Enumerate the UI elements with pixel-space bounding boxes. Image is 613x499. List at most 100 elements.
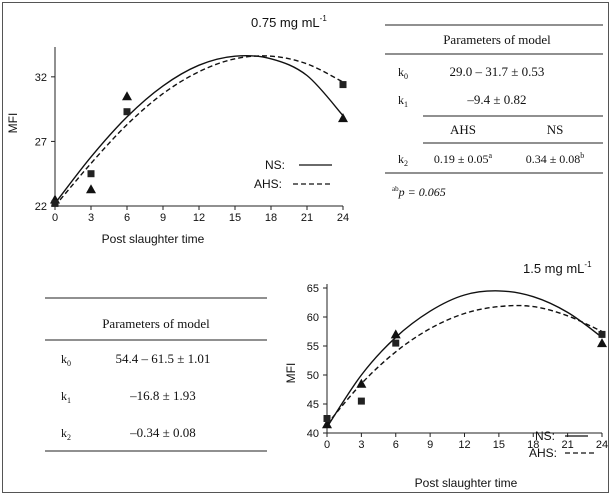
x-tick-label: 18 [527, 439, 539, 451]
x-tick-label: 6 [124, 212, 130, 224]
params-table-bottom: Parameters of model k0 54.4 – 61.5 ± 1.0… [45, 297, 267, 452]
y-tick-label: 65 [307, 283, 319, 295]
row-value-k0: 29.0 – 31.7 ± 0.53 [450, 64, 545, 79]
x-tick-label: 12 [458, 439, 470, 451]
row-sub: 0 [67, 359, 71, 368]
data-point-square [357, 397, 365, 405]
footnote: abp = 0.065 [392, 185, 446, 199]
data-point-square [87, 170, 95, 178]
x-tick-label: 3 [88, 212, 94, 224]
k2-ahs-value: 0.19 ± 0.05a [434, 151, 493, 166]
x-tick-label: 18 [265, 212, 277, 224]
row-label: k [398, 65, 404, 79]
y-tick-label: 40 [307, 428, 319, 440]
row-sub: 1 [67, 396, 71, 405]
footnote-text: p = 0.065 [398, 185, 446, 199]
x-tick-label: 12 [193, 212, 205, 224]
row-label-k2: k2 [61, 426, 71, 442]
data-point-triangle [338, 113, 348, 123]
series-curve [54, 55, 344, 207]
data-point-square [123, 108, 131, 116]
y-axis-label: MFI [284, 363, 298, 384]
row-value-k1: –9.4 ± 0.82 [466, 92, 526, 107]
y-tick-label: 32 [35, 72, 47, 84]
legend-label-ahs: AHS: [254, 177, 282, 191]
legend: NS: AHS: [529, 429, 594, 460]
data-point-triangle [322, 419, 332, 429]
value: 0.34 ± 0.08 [526, 152, 581, 166]
fitted-curves [54, 54, 344, 207]
chart-title-text: 0.75 mg mL [251, 15, 320, 30]
legend-label-ahs: AHS: [529, 446, 557, 460]
col-header-ns: NS [547, 122, 564, 137]
col-header-ahs: AHS [450, 122, 476, 137]
value: 0.19 ± 0.05 [434, 152, 489, 166]
data-point-square [598, 330, 606, 338]
data-point-square [51, 199, 59, 207]
series-curve [326, 304, 603, 425]
row-label: k [61, 426, 67, 440]
x-tick-label: 3 [358, 439, 364, 451]
x-tick-label: 21 [301, 212, 313, 224]
x-tick-label: 15 [493, 439, 505, 451]
row-label-k0: k0 [61, 352, 71, 368]
row-label-k1: k1 [398, 93, 408, 109]
x-tick-label: 0 [52, 212, 58, 224]
y-tick-label: 45 [307, 399, 319, 411]
row-sub: 0 [404, 72, 408, 81]
data-point-triangle [86, 184, 96, 194]
axes: 0 3 6 9 12 15 18 21 24 22 27 32 [35, 47, 349, 224]
data-point-triangle [122, 91, 132, 101]
params-table-top: Parameters of model k0 29.0 – 31.7 ± 0.5… [385, 24, 603, 199]
chart-title-sup: -1 [584, 260, 592, 269]
y-tick-label: 50 [307, 370, 319, 382]
row-label-k1: k1 [61, 389, 71, 405]
table-title: Parameters of model [102, 316, 210, 331]
row-label: k [61, 389, 67, 403]
series-curve [326, 290, 603, 428]
x-tick-label: 9 [160, 212, 166, 224]
data-point-triangle [597, 338, 607, 348]
footnote-sup: ab [392, 185, 399, 193]
data-points [322, 329, 607, 429]
row-value-k0: 54.4 – 61.5 ± 1.01 [116, 351, 211, 366]
legend: NS: AHS: [254, 158, 332, 191]
legend-label-ns: NS: [265, 158, 285, 172]
y-tick-label: 60 [307, 312, 319, 324]
chart-1-5: 1.5 mg mL-1 0 3 6 9 12 15 18 21 24 40 45 50 55 60 65 M… [284, 260, 608, 490]
y-tick-label: 22 [35, 201, 47, 213]
row-label: k [398, 93, 404, 107]
axes: 0 3 6 9 12 15 18 21 24 40 45 50 55 60 65 [307, 283, 608, 451]
data-point-square [392, 339, 400, 347]
x-tick-label: 6 [393, 439, 399, 451]
row-label: k [398, 152, 404, 166]
figure-frame: 0.75 mg mL-1 0 3 6 9 12 15 18 21 24 22 27 32 MFI Po… [2, 2, 609, 493]
data-point-triangle [390, 329, 401, 339]
data-point-triangle [356, 378, 367, 388]
x-tick-label: 15 [229, 212, 241, 224]
y-tick-label: 27 [35, 136, 47, 148]
row-label-k2: k2 [398, 152, 408, 168]
data-points [50, 81, 348, 207]
x-axis-label: Post slaughter time [102, 232, 205, 246]
chart-title-text: 1.5 mg mL [523, 261, 584, 276]
data-point-square [323, 415, 331, 422]
chart-title-sup: -1 [320, 14, 328, 23]
row-value-k2: –0.34 ± 0.08 [129, 425, 196, 440]
row-label: k [61, 352, 67, 366]
x-tick-label: 9 [427, 439, 433, 451]
row-label-k0: k0 [398, 65, 408, 81]
k2-ns-value: 0.34 ± 0.08b [526, 151, 585, 166]
legend-label-ns: NS: [535, 429, 555, 443]
sup: a [489, 151, 493, 160]
chart-title: 1.5 mg mL-1 [523, 260, 592, 276]
chart-title: 0.75 mg mL-1 [251, 14, 327, 30]
sup: b [580, 151, 584, 160]
x-tick-label: 24 [337, 212, 349, 224]
table-title: Parameters of model [443, 32, 551, 47]
x-tick-label: 0 [324, 439, 330, 451]
y-tick-label: 55 [307, 341, 319, 353]
x-axis-label: Post slaughter time [415, 476, 518, 490]
row-value-k1: –16.8 ± 1.93 [129, 388, 196, 403]
